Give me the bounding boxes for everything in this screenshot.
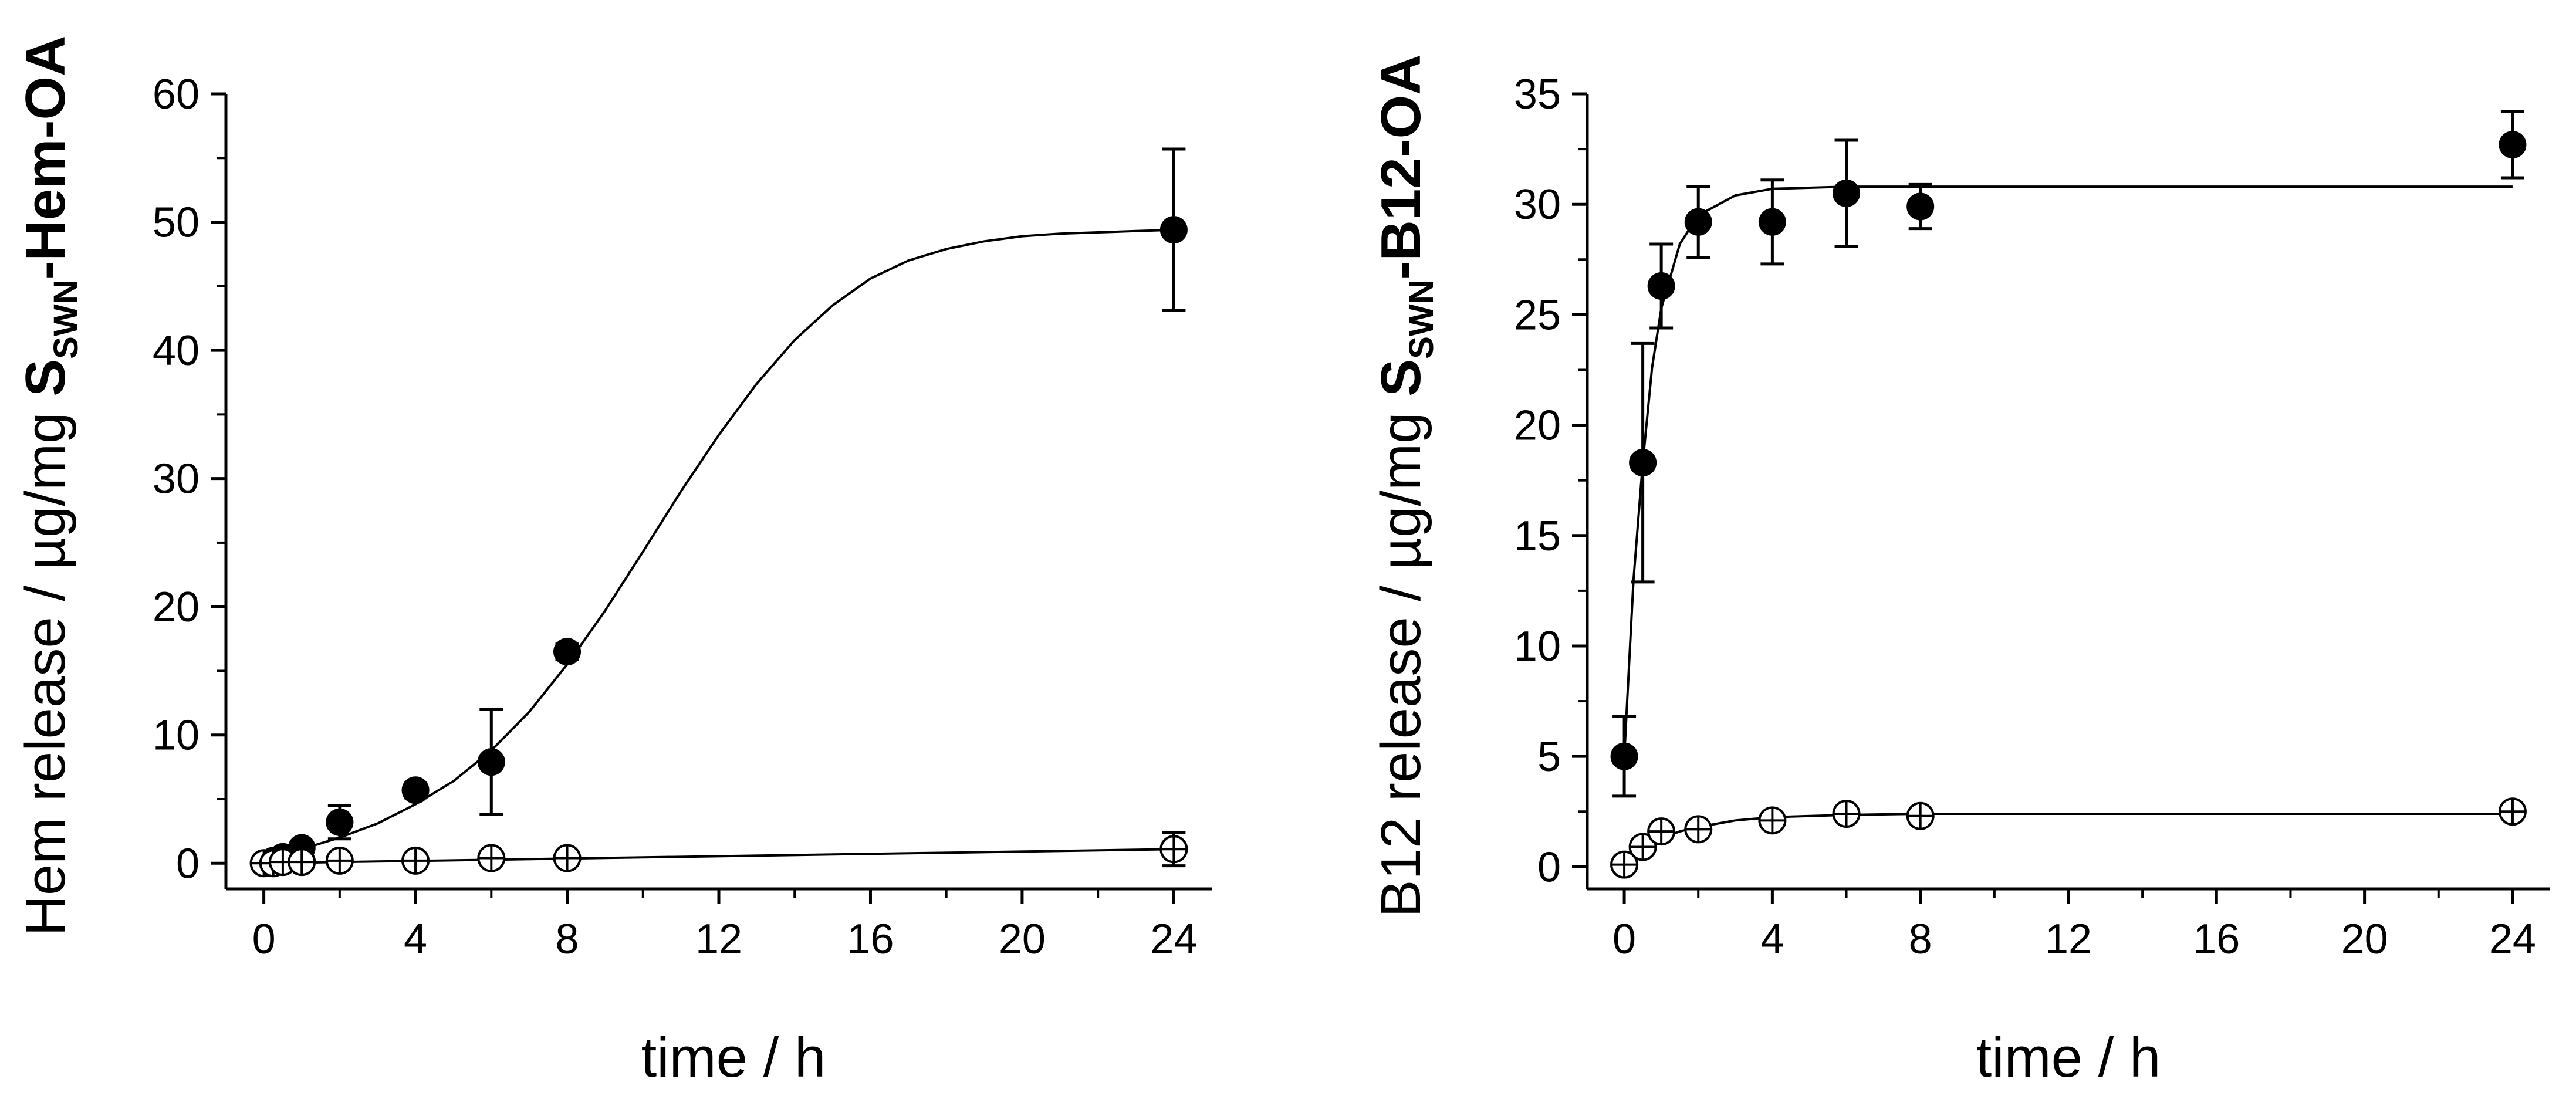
filled-data-point — [1629, 449, 1657, 477]
y-tick-label: 20 — [153, 584, 200, 631]
filled-data-point — [326, 808, 354, 836]
x-tick-label: 0 — [1612, 916, 1636, 963]
open-fit-line — [263, 848, 1174, 865]
filled-fit-line — [1623, 185, 2513, 757]
y-tick-label: 10 — [1514, 623, 1561, 670]
y-axis-title-suffix: -B12-OA — [1370, 54, 1432, 279]
filled-data-point — [1833, 179, 1861, 207]
hem-release-chart: time / h Hem release / µg/mg SSWN-Hem-OA… — [14, 35, 1212, 1089]
x-tick-label: 8 — [1909, 916, 1932, 963]
y-tick-label: 25 — [1514, 292, 1561, 339]
x-tick-label: 20 — [999, 916, 1046, 963]
y-tick-label: 50 — [153, 199, 200, 246]
filled-data-point — [2499, 131, 2527, 159]
x-tick-label: 24 — [1150, 916, 1197, 963]
filled-data-point — [401, 776, 430, 804]
y-axis-title: B12 release / µg/mg SSWN-B12-OA — [1370, 54, 1441, 917]
y-tick-label: 10 — [153, 712, 200, 759]
y-axis-title-suffix: -Hem-OA — [14, 35, 77, 279]
x-tick-label: 4 — [1760, 916, 1784, 963]
filled-data-point — [553, 638, 582, 666]
y-axis-title-subscript: SWN — [1402, 279, 1441, 358]
filled-data-point — [1684, 208, 1712, 236]
x-tick-label: 12 — [2045, 916, 2092, 963]
x-tick-label: 16 — [2193, 916, 2240, 963]
y-tick-label: 15 — [1514, 513, 1561, 560]
x-tick-label: 8 — [556, 916, 579, 963]
y-tick-label: 35 — [1514, 71, 1561, 118]
x-tick-label: 4 — [404, 916, 427, 963]
y-axis-title-prefix: B12 release / µg/mg — [1370, 397, 1432, 918]
x-tick-label: 0 — [252, 916, 276, 963]
filled-data-point — [1906, 192, 1935, 221]
filled-data-point — [1758, 208, 1786, 236]
x-tick-label: 20 — [2341, 916, 2388, 963]
y-axis-title: Hem release / µg/mg SSWN-Hem-OA — [14, 35, 85, 936]
y-axis-title-subscript: SWN — [47, 280, 85, 359]
x-tick-label: 16 — [847, 916, 894, 963]
y-axis-title-bold-s: S — [14, 359, 77, 397]
y-axis-title-prefix: Hem release / µg/mg — [14, 397, 77, 936]
filled-data-point — [1610, 742, 1638, 770]
y-tick-label: 60 — [153, 71, 200, 118]
x-axis-title: time / h — [1976, 1026, 2161, 1089]
y-tick-label: 30 — [1514, 181, 1561, 228]
filled-data-point — [1647, 272, 1675, 300]
x-axis-title: time / h — [641, 1026, 826, 1089]
b12-release-chart: time / h B12 release / µg/mg SSWN-B12-OA… — [1370, 54, 2550, 1089]
y-tick-label: 20 — [1514, 402, 1561, 449]
filled-data-point — [1159, 216, 1188, 244]
open-fit-line — [1623, 813, 2513, 868]
y-tick-label: 5 — [1537, 733, 1561, 780]
y-tick-label: 40 — [153, 327, 200, 374]
filled-data-point — [477, 748, 505, 776]
x-tick-label: 24 — [2489, 916, 2536, 963]
filled-fit-line — [263, 228, 1174, 861]
x-tick-label: 12 — [695, 916, 742, 963]
y-axis-title-bold-s: S — [1370, 359, 1432, 397]
y-tick-label: 30 — [153, 456, 200, 503]
y-tick-label: 0 — [1537, 844, 1561, 891]
y-tick-label: 0 — [176, 840, 200, 887]
